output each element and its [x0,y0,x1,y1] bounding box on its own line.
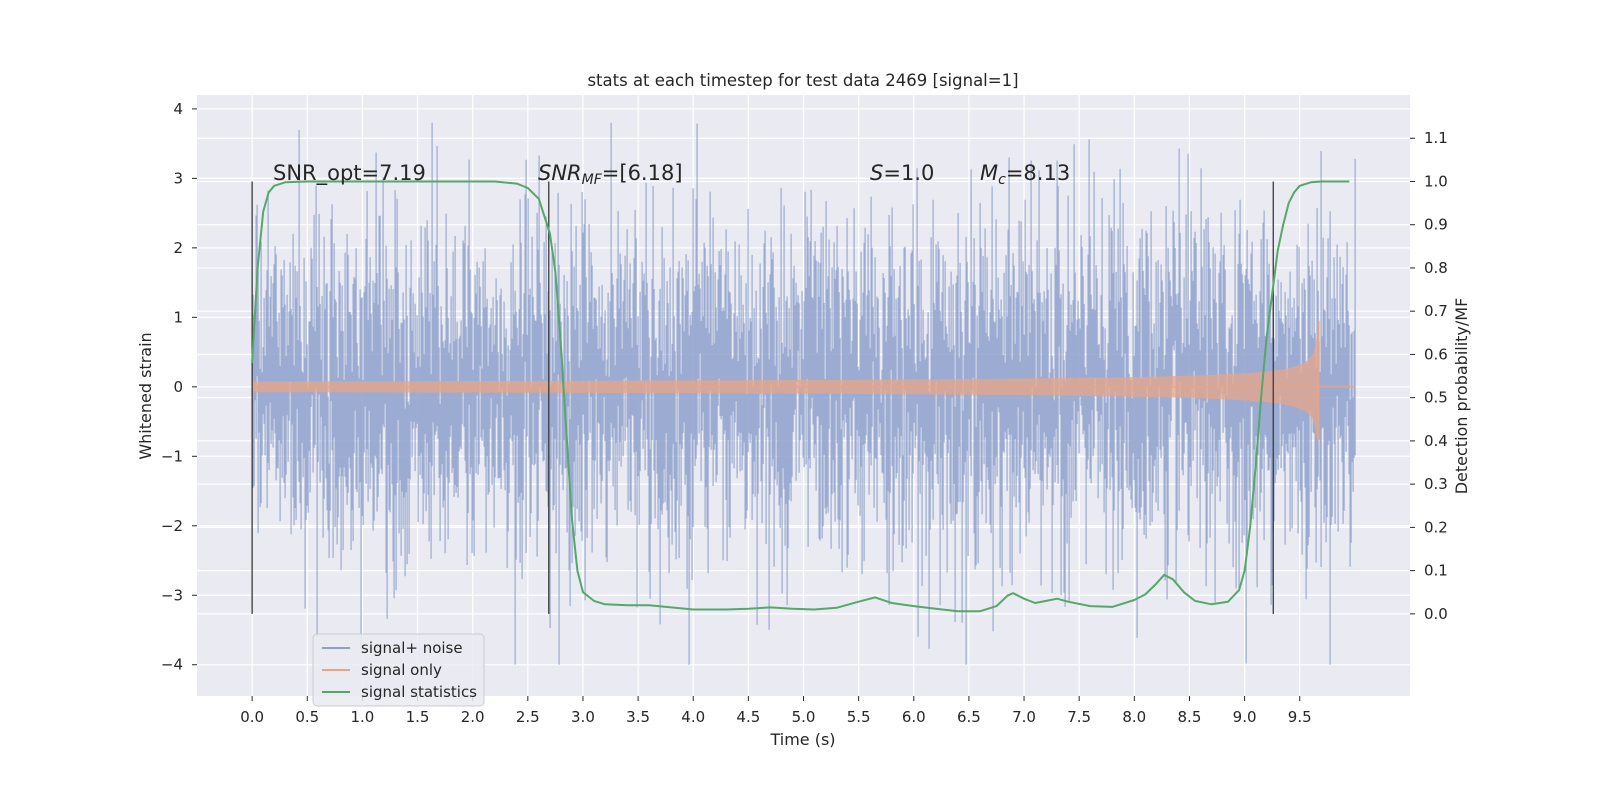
y-axis-right-ticks: 1.1 1.0 0.9 0.8 0.7 0.6 0.5 0.4 0.3 0.2 0.1 0.0 [1410,129,1448,623]
annotation-mc-sub: c [998,172,1006,188]
x-tick-label-5: 2.5 [516,708,540,726]
x-tick-label-6: 3.0 [571,708,595,726]
chart-title: stats at each timestep for test data 246… [587,71,1018,90]
y-right-tick-label-5: 0.6 [1424,345,1448,363]
y-axis-left-ticks: 4 3 2 1 0 −1 −2 −3 −4 [161,100,197,674]
x-tick-label-4: 2.0 [461,708,485,726]
series-signal-only [252,320,1355,447]
annotation-snr-mf: SNRMF=[6.18] [538,161,683,188]
signal-statistics-line [251,180,1350,613]
y-right-tick-label-11: 0.0 [1424,605,1448,623]
annotation-snr-mf-value: =[6.18] [602,161,683,185]
x-tick-label-14: 7.0 [1012,708,1036,726]
legend-label-signal-statistics: signal statistics [361,683,477,701]
y-tick-label-5: −1 [161,447,183,465]
x-tick-label-19: 9.5 [1288,708,1312,726]
y-right-tick-label-2: 0.9 [1424,216,1448,234]
y-right-tick-label-10: 0.1 [1424,562,1448,580]
x-tick-label-17: 8.5 [1178,708,1202,726]
y-tick-label-8: −4 [161,656,183,674]
y-right-tick-label-7: 0.4 [1424,432,1448,450]
y-tick-label-3: 1 [173,308,183,326]
y-tick-label-0: 4 [173,100,183,118]
annotation-mc-main: M [980,161,998,185]
x-tick-label-12: 6.0 [902,708,926,726]
x-axis-label: Time (s) [769,730,835,749]
y-right-tick-label-6: 0.5 [1424,389,1448,407]
x-axis-ticks: 0.0 0.5 1.0 1.5 2.0 2.5 3.0 3.5 4.0 4.5 5.0 5.5 6.0 6… [240,696,1312,726]
x-tick-label-15: 7.5 [1067,708,1091,726]
x-tick-label-9: 4.5 [736,708,760,726]
y-tick-label-6: −2 [161,517,183,535]
y-right-tick-label-0: 1.1 [1424,129,1448,147]
y-right-tick-label-8: 0.3 [1424,475,1448,493]
x-tick-label-11: 5.5 [847,708,871,726]
annotation-s-main: S [870,161,883,185]
annotation-mc-value: =8.13 [1006,161,1070,185]
x-tick-label-0: 0.0 [240,708,264,726]
y-tick-label-2: 2 [173,239,183,257]
y-axis-left-label: Whitened strain [136,332,155,459]
annotation-snr-mf-main: SNR [538,161,582,185]
x-tick-label-18: 9.0 [1233,708,1257,726]
x-tick-label-2: 1.0 [350,708,374,726]
x-tick-label-16: 8.0 [1122,708,1146,726]
series-signal-statistics [251,180,1350,613]
y-tick-label-1: 3 [173,169,183,187]
annotation-snr-opt: SNR_opt=7.19 [273,161,426,186]
legend-label-signal-only: signal only [361,661,442,679]
legend-label-signal-plus-noise: signal+ noise [361,639,463,657]
annotation-mc: Mc=8.13 [980,161,1070,188]
x-tick-label-8: 4.0 [681,708,705,726]
y-tick-label-7: −3 [161,586,183,604]
x-tick-label-13: 6.5 [957,708,981,726]
y-right-tick-label-9: 0.2 [1424,518,1448,536]
vertical-markers [251,181,1274,614]
legend-frame [312,633,485,707]
legend: signal+ noise signal only signal statist… [312,633,485,707]
x-tick-label-1: 0.5 [295,708,319,726]
x-tick-label-10: 5.0 [792,708,816,726]
annotation-s-value: =1.0 [883,161,934,185]
y-tick-label-4: 0 [173,378,183,396]
annotation-s: S=1.0 [870,161,934,185]
y-right-tick-label-1: 1.0 [1424,172,1448,190]
x-tick-label-7: 3.5 [626,708,650,726]
annotation-snr-mf-sub: MF [582,172,603,188]
y-right-tick-label-3: 0.8 [1424,259,1448,277]
y-axis-right-label: Detection probability/MF [1452,298,1471,495]
y-right-tick-label-4: 0.7 [1424,302,1448,320]
x-tick-label-3: 1.5 [406,708,430,726]
